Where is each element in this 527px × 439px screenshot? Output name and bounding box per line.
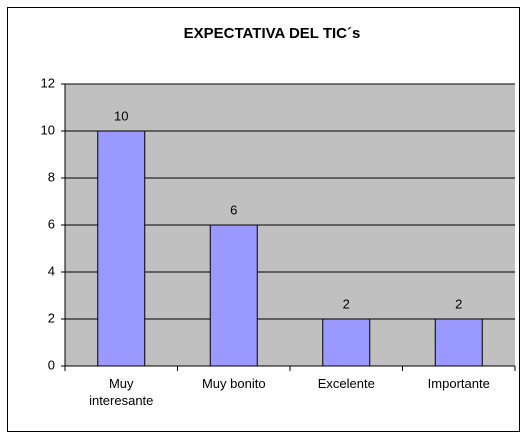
y-tick-label: 6 (48, 216, 55, 231)
y-tick-label: 8 (48, 169, 55, 184)
data-label: 10 (114, 108, 128, 123)
data-label: 6 (230, 202, 237, 217)
y-tick-label: 0 (48, 357, 55, 372)
bar (322, 318, 371, 367)
data-label: 2 (343, 296, 350, 311)
bar (434, 318, 483, 367)
y-tick-label: 4 (48, 263, 55, 278)
chart-title: EXPECTATIVA DEL TIC´s (184, 25, 361, 42)
x-tick-label: Muy interesante (89, 376, 154, 408)
x-tick-label: Muy bonito (201, 376, 266, 391)
y-tick-label: 12 (41, 75, 55, 90)
y-tick-label: 2 (48, 310, 55, 325)
data-label: 2 (455, 296, 462, 311)
bar (97, 130, 146, 367)
x-tick-label: Importante (427, 376, 490, 391)
x-tick-label: Excelente (317, 376, 375, 391)
bar (209, 224, 258, 367)
y-tick-label: 10 (41, 122, 55, 137)
